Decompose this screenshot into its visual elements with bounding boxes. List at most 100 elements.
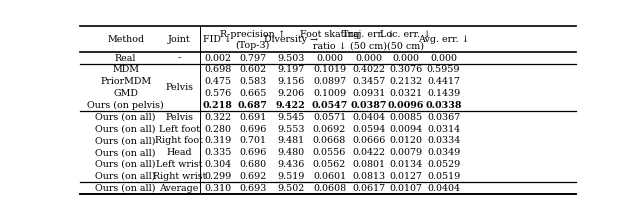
Text: 0.0422: 0.0422 xyxy=(352,148,385,157)
Text: Ours (on all): Ours (on all) xyxy=(95,172,156,181)
Text: Head: Head xyxy=(166,148,192,157)
Text: 0.5959: 0.5959 xyxy=(427,65,460,74)
Text: 0.0314: 0.0314 xyxy=(427,124,460,133)
Text: 0.0897: 0.0897 xyxy=(313,77,346,86)
Text: 9.156: 9.156 xyxy=(277,77,305,86)
Text: 9.503: 9.503 xyxy=(277,54,305,63)
Text: 0.0134: 0.0134 xyxy=(389,160,422,169)
Text: Ours (on all): Ours (on all) xyxy=(95,124,156,133)
Text: Ours (on pelvis): Ours (on pelvis) xyxy=(87,101,164,110)
Text: Right wrist: Right wrist xyxy=(152,172,206,181)
Text: 0.701: 0.701 xyxy=(239,136,266,145)
Text: ratio ↓: ratio ↓ xyxy=(313,41,346,50)
Text: 0.696: 0.696 xyxy=(239,124,266,133)
Text: 9.553: 9.553 xyxy=(277,124,305,133)
Text: 0.4022: 0.4022 xyxy=(352,65,385,74)
Text: 0.680: 0.680 xyxy=(239,160,266,169)
Text: 0.0404: 0.0404 xyxy=(352,113,385,122)
Text: Method: Method xyxy=(107,35,144,44)
Text: GMD: GMD xyxy=(113,89,138,98)
Text: (50 cm): (50 cm) xyxy=(387,41,424,50)
Text: 0.0556: 0.0556 xyxy=(313,148,346,157)
Text: 0.000: 0.000 xyxy=(316,54,343,63)
Text: 0.322: 0.322 xyxy=(204,113,232,122)
Text: 0.797: 0.797 xyxy=(239,54,266,63)
Text: 0.0547: 0.0547 xyxy=(311,101,348,110)
Text: Real: Real xyxy=(115,54,136,63)
Text: Left foot: Left foot xyxy=(159,124,200,133)
Text: 0.218: 0.218 xyxy=(203,101,233,110)
Text: 0.693: 0.693 xyxy=(239,184,266,193)
Text: 0.310: 0.310 xyxy=(204,184,232,193)
Text: 0.0571: 0.0571 xyxy=(313,113,346,122)
Text: Ours (on all): Ours (on all) xyxy=(95,184,156,193)
Text: Left wrist: Left wrist xyxy=(156,160,202,169)
Text: Avg. err. ↓: Avg. err. ↓ xyxy=(418,35,469,44)
Text: 0.000: 0.000 xyxy=(355,54,382,63)
Text: 0.0404: 0.0404 xyxy=(427,184,460,193)
Text: Traj. err. ↓: Traj. err. ↓ xyxy=(342,30,395,39)
Text: Ours (on all): Ours (on all) xyxy=(95,113,156,122)
Text: Ours (on all): Ours (on all) xyxy=(95,136,156,145)
Text: 9.436: 9.436 xyxy=(277,160,305,169)
Text: Average: Average xyxy=(159,184,199,193)
Text: 0.304: 0.304 xyxy=(204,160,232,169)
Text: 0.0085: 0.0085 xyxy=(389,113,422,122)
Text: 0.299: 0.299 xyxy=(204,172,232,181)
Text: 0.0338: 0.0338 xyxy=(426,101,462,110)
Text: 0.0094: 0.0094 xyxy=(389,124,422,133)
Text: 0.0813: 0.0813 xyxy=(352,172,385,181)
Text: 0.0617: 0.0617 xyxy=(352,184,385,193)
Text: (50 cm): (50 cm) xyxy=(350,41,387,50)
Text: 0.0107: 0.0107 xyxy=(389,184,422,193)
Text: 0.0334: 0.0334 xyxy=(427,136,460,145)
Text: 0.0601: 0.0601 xyxy=(313,172,346,181)
Text: 0.319: 0.319 xyxy=(204,136,232,145)
Text: 0.002: 0.002 xyxy=(204,54,232,63)
Text: 0.698: 0.698 xyxy=(204,65,232,74)
Text: 0.0321: 0.0321 xyxy=(389,89,422,98)
Text: FID ↓: FID ↓ xyxy=(204,35,232,44)
Text: 0.3457: 0.3457 xyxy=(352,77,385,86)
Text: 0.0692: 0.0692 xyxy=(313,124,346,133)
Text: 0.000: 0.000 xyxy=(430,54,457,63)
Text: -: - xyxy=(177,54,181,63)
Text: 9.480: 9.480 xyxy=(277,148,305,157)
Text: 0.583: 0.583 xyxy=(239,77,266,86)
Text: 0.687: 0.687 xyxy=(237,101,268,110)
Text: 0.280: 0.280 xyxy=(204,124,232,133)
Text: 0.665: 0.665 xyxy=(239,89,266,98)
Text: 0.4417: 0.4417 xyxy=(427,77,460,86)
Text: 0.576: 0.576 xyxy=(204,89,232,98)
Text: 0.0801: 0.0801 xyxy=(352,160,385,169)
Text: Ours (on all): Ours (on all) xyxy=(95,148,156,157)
Text: 0.1019: 0.1019 xyxy=(313,65,346,74)
Text: 0.3076: 0.3076 xyxy=(389,65,422,74)
Text: 0.602: 0.602 xyxy=(239,65,266,74)
Text: 0.0367: 0.0367 xyxy=(427,113,460,122)
Text: 0.2132: 0.2132 xyxy=(389,77,422,86)
Text: 0.0096: 0.0096 xyxy=(388,101,424,110)
Text: 0.0562: 0.0562 xyxy=(313,160,346,169)
Text: Diversity →: Diversity → xyxy=(264,35,318,44)
Text: 0.0387: 0.0387 xyxy=(351,101,387,110)
Text: (Top-3): (Top-3) xyxy=(236,41,270,50)
Text: Loc. err. ↓: Loc. err. ↓ xyxy=(380,30,431,39)
Text: MDM: MDM xyxy=(112,65,139,74)
Text: 0.0666: 0.0666 xyxy=(352,136,385,145)
Text: 0.0608: 0.0608 xyxy=(313,184,346,193)
Text: 0.0079: 0.0079 xyxy=(389,148,422,157)
Text: 0.692: 0.692 xyxy=(239,172,266,181)
Text: Pelvis: Pelvis xyxy=(165,113,193,122)
Text: 0.691: 0.691 xyxy=(239,113,266,122)
Text: 0.696: 0.696 xyxy=(239,148,266,157)
Text: 0.000: 0.000 xyxy=(392,54,419,63)
Text: 0.0668: 0.0668 xyxy=(313,136,346,145)
Text: Joint: Joint xyxy=(168,35,191,44)
Text: 0.0120: 0.0120 xyxy=(389,136,422,145)
Text: 0.0594: 0.0594 xyxy=(352,124,385,133)
Text: 9.545: 9.545 xyxy=(277,113,305,122)
Text: R-precision ↑: R-precision ↑ xyxy=(220,30,285,39)
Text: 0.0349: 0.0349 xyxy=(427,148,460,157)
Text: 9.206: 9.206 xyxy=(277,89,305,98)
